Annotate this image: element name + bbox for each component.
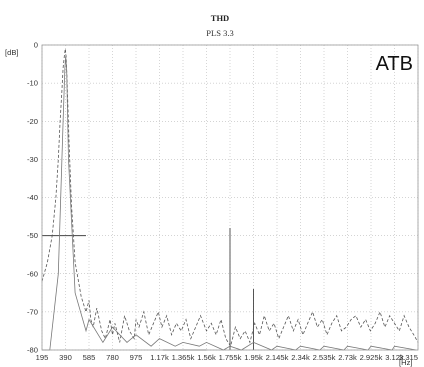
x-tick-label-14: 2.925k [360, 353, 383, 362]
x-tick-label-5: 1.17k [150, 353, 169, 362]
y-tick-label-2: -20 [27, 117, 38, 126]
x-tick-label-10: 2.145k [266, 353, 289, 362]
y-tick-label-6: -60 [27, 269, 38, 278]
y-tick-label-3: -30 [27, 155, 38, 164]
x-tick-label-0: 195 [36, 353, 49, 362]
x-tick-label-8: 1.755k [219, 353, 242, 362]
x-axis-label: [Hz] [399, 358, 413, 367]
series-line-0 [41, 48, 419, 348]
x-tick-label-4: 975 [130, 353, 143, 362]
x-tick-labels: 195 390 585 780 975 1.17k 1.365k 1.56k 1.755k 1.9… [36, 353, 418, 362]
x-tick-label-12: 2.535k [313, 353, 336, 362]
y-tick-label-0: 0 [34, 41, 38, 50]
x-tick-label-6: 1.365k [172, 353, 195, 362]
y-axis-label: [dB] [5, 48, 19, 57]
x-tick-label-1: 390 [59, 353, 72, 362]
y-tick-label-1: -10 [27, 79, 38, 88]
y-tick-label-4: -40 [27, 193, 38, 202]
chart-subtitle: PLS 3.3 [206, 28, 233, 38]
tag-label: ATB [376, 53, 413, 75]
y-tick-label-8: -80 [27, 346, 38, 355]
chart-title: THD [211, 13, 229, 23]
y-tick-labels: 0 -10 -20 -30 -40 -50 -60 -70 -80 [27, 41, 38, 355]
y-tick-label-5: -50 [27, 231, 38, 240]
y-tick-label-7: -70 [27, 307, 38, 316]
x-tick-label-3: 780 [106, 353, 119, 362]
x-tick-label-11: 2.34k [291, 353, 310, 362]
plot-frame [41, 44, 419, 351]
x-tick-label-9: 1.95k [244, 353, 263, 362]
series-lines [41, 48, 419, 351]
series-line-1 [42, 56, 417, 351]
x-tick-label-15: 3.12k [385, 353, 404, 362]
x-tick-label-7: 1.56k [197, 353, 216, 362]
x-tick-label-13: 2.73k [338, 353, 357, 362]
x-tick-label-16: 3.315 [399, 353, 418, 362]
x-tick-label-2: 585 [83, 353, 96, 362]
